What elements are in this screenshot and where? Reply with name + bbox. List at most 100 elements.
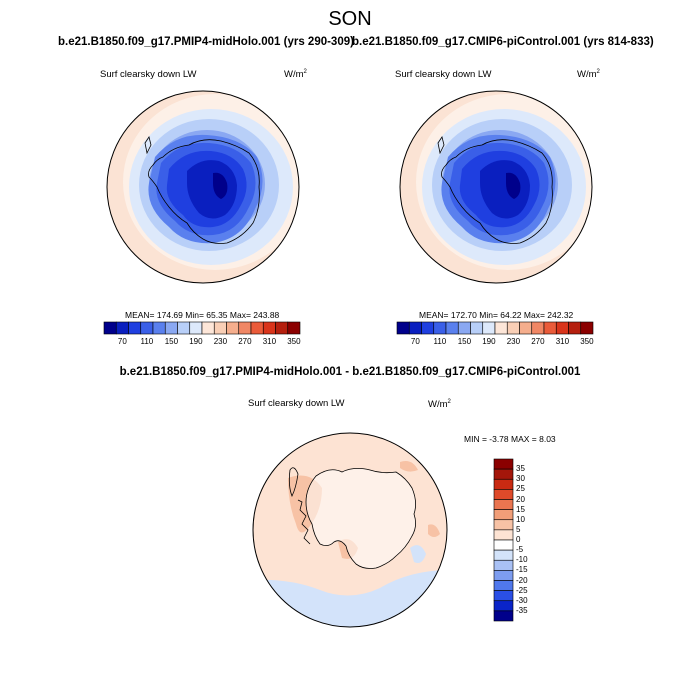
colorbar-tick-label: -5	[516, 545, 524, 555]
colorbar-swatch	[140, 321, 154, 335]
colorbar-swatch	[457, 321, 471, 335]
difference-colorbar-ticks: 35 30 25 20 15 10 5 0 -5 -10 -15 -20 -25 -30 -35	[516, 459, 546, 621]
colorbar-tick-label: 230	[506, 337, 521, 346]
colorbar-swatch	[494, 321, 508, 335]
diff-variable-label: Surf clearsky down LW	[248, 398, 345, 409]
colorbar-tick-label: 190	[482, 337, 496, 346]
colorbar-tick-label: 310	[262, 337, 277, 346]
difference-polar-map	[252, 432, 448, 628]
colorbar-swatch	[493, 478, 514, 490]
colorbar-swatch	[408, 321, 422, 335]
colorbar-swatch	[433, 321, 447, 335]
colorbar-tick-label: 150	[164, 337, 179, 346]
colorbar-swatch	[128, 321, 142, 335]
colorbar-tick-label: 310	[555, 337, 570, 346]
colorbar-swatch	[493, 468, 514, 480]
colorbar-tick-label: 230	[213, 337, 228, 346]
colorbar-tick-label: 30	[516, 474, 525, 484]
colorbar-swatch	[580, 321, 594, 335]
right-units: W/m2	[577, 69, 600, 81]
colorbar-swatch	[250, 321, 264, 335]
colorbar-swatch	[421, 321, 435, 335]
colorbar-swatch	[103, 321, 117, 335]
colorbar-swatch	[115, 321, 129, 335]
colorbar-tick-label: 10	[516, 514, 525, 524]
colorbar-swatch	[164, 321, 178, 335]
colorbar-tick-label: 0	[516, 535, 521, 544]
colorbar-tick-label: 25	[516, 484, 525, 494]
colorbar-tick-label: 270	[531, 337, 545, 346]
right-colorbar-ticks: 70 110 150 190 230 270 310 350	[397, 337, 594, 349]
colorbar-tick-label: 70	[117, 337, 127, 346]
colorbar-tick-label: -20	[516, 575, 528, 585]
colorbar-swatch	[470, 321, 484, 335]
colorbar-swatch	[493, 509, 514, 521]
diff-stats: MIN = -3.78 MAX = 8.03	[464, 434, 556, 444]
colorbar-tick-label: 350	[580, 337, 594, 346]
colorbar-swatch	[493, 600, 514, 612]
right-variable-label: Surf clearsky down LW	[395, 69, 492, 80]
case-b-title: b.e21.B1850.f09_g17.CMIP6-piControl.001 …	[352, 36, 654, 48]
colorbar-tick-label: 270	[238, 337, 252, 346]
colorbar-swatch	[493, 549, 514, 561]
colorbar-swatch	[493, 580, 514, 591]
left-colorbar	[103, 321, 301, 335]
colorbar-tick-label: -30	[516, 595, 528, 605]
colorbar-swatch	[519, 321, 533, 335]
colorbar-tick-label: -10	[516, 555, 528, 565]
colorbar-tick-label: 20	[516, 494, 525, 504]
colorbar-tick-label: 35	[516, 464, 525, 474]
left-colorbar-ticks: 70 110 150 190 230 270 310 350	[104, 337, 301, 349]
colorbar-swatch	[238, 321, 252, 335]
colorbar-tick-label: -25	[516, 585, 528, 595]
colorbar-tick-label: 190	[189, 337, 203, 346]
colorbar-swatch	[555, 321, 569, 335]
colorbar-tick-label: -15	[516, 565, 528, 575]
difference-title: b.e21.B1850.f09_g17.PMIP4-midHolo.001 - …	[119, 366, 581, 378]
colorbar-swatch	[506, 321, 520, 335]
colorbar-swatch	[493, 519, 514, 531]
colorbar-swatch	[493, 570, 514, 581]
colorbar-swatch	[493, 489, 514, 500]
colorbar-swatch	[493, 559, 514, 571]
colorbar-swatch	[493, 458, 514, 470]
right-polar-map	[399, 90, 593, 284]
colorbar-swatch	[493, 590, 514, 602]
colorbar-swatch	[177, 321, 191, 335]
colorbar-swatch	[275, 321, 289, 335]
colorbar-tick-label: 110	[140, 337, 154, 346]
left-variable-label: Surf clearsky down LW	[100, 69, 197, 80]
colorbar-swatch	[445, 321, 459, 335]
colorbar-tick-label: 110	[433, 337, 447, 346]
colorbar-tick-label: 150	[457, 337, 472, 346]
colorbar-tick-label: 350	[287, 337, 301, 346]
colorbar-swatch	[531, 321, 545, 335]
colorbar-swatch	[189, 321, 203, 335]
colorbar-swatch	[201, 321, 215, 335]
colorbar-swatch	[493, 539, 514, 551]
colorbar-tick-label: -35	[516, 605, 528, 615]
colorbar-tick-label: 15	[516, 504, 525, 514]
colorbar-swatch	[152, 321, 166, 335]
colorbar-swatch	[568, 321, 582, 335]
season-title: SON	[328, 8, 372, 30]
colorbar-tick-label: 5	[516, 524, 521, 534]
diff-units: W/m2	[428, 399, 451, 411]
colorbar-swatch	[213, 321, 227, 335]
left-units: W/m2	[284, 69, 307, 81]
colorbar-tick-label: 70	[410, 337, 420, 346]
left-stats: MEAN= 174.69 Min= 65.35 Max= 243.88	[125, 310, 280, 320]
colorbar-swatch	[396, 321, 410, 335]
case-a-title: b.e21.B1850.f09_g17.PMIP4-midHolo.001 (y…	[58, 36, 354, 48]
difference-colorbar	[493, 458, 514, 622]
right-stats: MEAN= 172.70 Min= 64.22 Max= 242.32	[419, 310, 574, 320]
left-polar-map	[106, 90, 300, 284]
colorbar-swatch	[482, 321, 496, 335]
colorbar-swatch	[543, 321, 557, 335]
colorbar-swatch	[493, 499, 514, 510]
colorbar-swatch	[226, 321, 240, 335]
right-colorbar	[396, 321, 594, 335]
colorbar-swatch	[287, 321, 301, 335]
colorbar-swatch	[493, 610, 514, 622]
colorbar-swatch	[493, 529, 514, 541]
